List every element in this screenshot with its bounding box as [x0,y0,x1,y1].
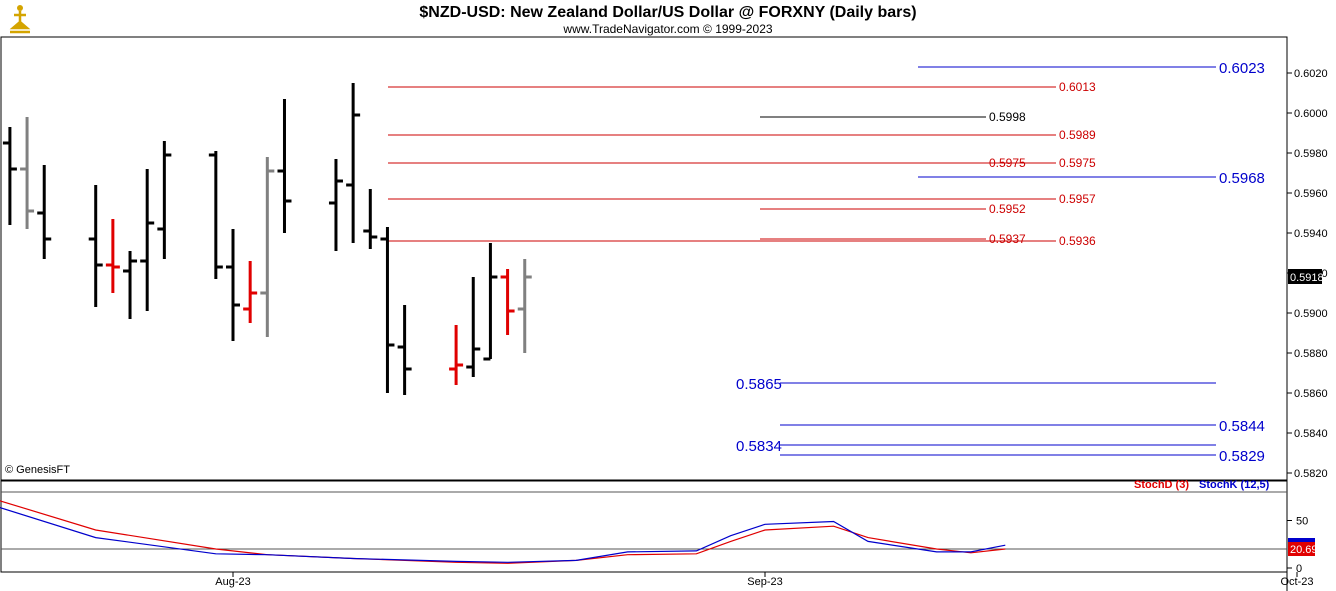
price-tick-label: 0.5820 [1294,468,1328,480]
ohlc-bar [2,127,17,225]
ohlc-bar [243,261,258,323]
blue-level-label: 0.5844 [1219,418,1265,435]
current-stoch-label: 20.69 [1290,544,1318,556]
ohlc-bar [88,185,103,307]
legend-entry: StochD (3) [1134,479,1189,491]
ohlc-bar [483,243,498,361]
ohlc-bar [346,83,361,243]
price-tick-label: 0.6020 [1294,68,1328,80]
ohlc-bar [123,251,138,319]
watermark: © GenesisFT [5,464,70,476]
ohlc-bar [157,141,172,259]
ohlc-bar [226,229,240,341]
ohlc-bar [517,259,532,353]
current-stoch-marker: 20.69 [1288,538,1318,556]
legend-entry: StochK (12,5) [1199,479,1270,491]
price-tick-label: 0.5860 [1294,388,1328,400]
ohlc-bar [449,325,464,385]
fib-level-label: 0.6013 [1059,80,1096,94]
stoch-tick-label: 50 [1296,516,1308,528]
price-tick-label: 0.5840 [1294,428,1328,440]
ohlc-bar [105,219,120,293]
fib-inner-label: 0.5952 [989,202,1026,216]
fib-level-label: 0.5975 [1059,156,1096,170]
stochastic-indicator: 50 0 [0,491,1308,575]
ohlc-bar [20,117,35,229]
ohlc-bar [397,305,412,395]
blue-level-label: 0.5834 [736,438,782,455]
black-level-label: 0.5998 [989,110,1026,124]
price-tick-label: 0.5960 [1294,188,1328,200]
ohlc-bar [140,169,155,311]
price-tick-label: 0.5880 [1294,348,1328,360]
fib-level-label: 0.5989 [1059,128,1096,142]
fib-level-label: 0.5936 [1059,234,1096,248]
ohlc-bars [2,83,532,395]
chart-title: $NZD-USD: New Zealand Dollar/US Dollar @… [419,4,916,21]
stoch-series-line [0,506,1006,563]
ohlc-bar [37,165,52,259]
fib-level-label: 0.5957 [1059,192,1096,206]
price-tick-label: 0.6000 [1294,108,1328,120]
blue-level-label: 0.5829 [1219,448,1265,465]
stoch-legend: StochD (3) StochK (12,5) [1134,479,1270,491]
ohlc-bar [363,189,378,249]
fib-inner-label: 0.5975 [989,156,1026,170]
ohlc-bar [328,159,343,251]
fib-inner-label: 0.5937 [989,232,1026,246]
current-price-label: 0.5918 [1290,272,1324,284]
ohlc-bar [500,269,515,335]
ohlc-bar [466,277,481,377]
date-tick-label: Oct-23 [1280,576,1313,588]
ohlc-bar [277,99,292,233]
price-y-axis: 0.60200.60000.59800.59600.59400.59200.59… [1287,68,1328,480]
blue-level-label: 0.6023 [1219,60,1265,77]
stoch-series-line [0,500,1006,564]
ohlc-bar [380,227,395,393]
ohlc-bar [208,151,223,279]
date-axis: Aug-23 Sep-23 Oct-23 [215,572,1314,588]
price-tick-label: 0.5980 [1294,148,1328,160]
price-tick-label: 0.5900 [1294,308,1328,320]
date-tick-label: Aug-23 [215,576,250,588]
price-tick-label: 0.5940 [1294,228,1328,240]
stoch-tick-label: 0 [1296,563,1302,575]
price-panel [0,36,1288,481]
blue-level-label: 0.5865 [736,376,782,393]
chart-subtitle: www.TradeNavigator.com © 1999-2023 [562,22,772,36]
current-price-marker: 0.5918 [1288,269,1324,284]
logo-icon [4,2,36,34]
ohlc-bar [260,157,275,337]
stoch-panel [0,480,1288,573]
blue-level-label: 0.5968 [1219,170,1265,187]
date-tick-label: Sep-23 [747,576,782,588]
price-levels: 0.6013 0.5989 0.5975 0.5957 0.5936 0.5975 0.59… [388,60,1265,465]
